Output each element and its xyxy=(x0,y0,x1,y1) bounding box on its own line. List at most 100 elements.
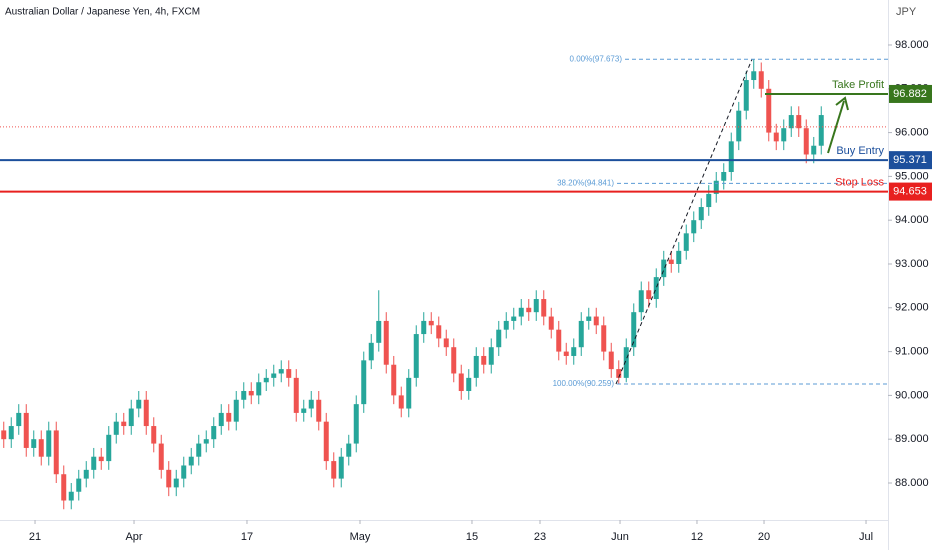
candle-body xyxy=(278,369,284,374)
y-tick-label: 93.000 xyxy=(895,258,929,270)
candle-body xyxy=(616,369,622,378)
candle-body xyxy=(196,443,202,457)
candle-body xyxy=(121,421,127,427)
fib-trend-line xyxy=(615,59,753,385)
candle-body xyxy=(353,404,359,444)
x-tick-label: Apr xyxy=(125,531,142,543)
candle-body xyxy=(8,426,14,440)
y-tick-label: 89.000 xyxy=(895,433,929,445)
y-tick-label: 90.000 xyxy=(895,389,929,401)
candle-body xyxy=(818,115,824,146)
candle-body xyxy=(488,347,494,365)
level-tag-label: 94.653 xyxy=(893,185,927,197)
candle-body xyxy=(413,334,419,378)
candle-body xyxy=(781,128,787,142)
candle-body xyxy=(721,172,727,181)
candle-body xyxy=(473,355,479,378)
candle-body xyxy=(203,439,209,444)
candle-body xyxy=(316,399,322,422)
level-tag-label: 96.882 xyxy=(893,88,927,100)
candle-body xyxy=(248,391,254,396)
candle-body xyxy=(383,320,389,365)
candle-body xyxy=(218,412,224,427)
candle-body xyxy=(578,320,584,348)
y-tick-label: 95.000 xyxy=(895,170,929,182)
candle-body xyxy=(623,347,629,378)
y-tick-label: 92.000 xyxy=(895,302,929,314)
candle-body xyxy=(46,430,52,457)
level-tag xyxy=(889,182,932,201)
y-tick-label: 98.000 xyxy=(895,39,929,51)
candle-body xyxy=(691,220,697,234)
y-tick-label: 88.000 xyxy=(895,477,929,489)
candle-body xyxy=(788,115,794,129)
candle-body xyxy=(391,364,397,396)
level-tag-label: 95.371 xyxy=(893,154,927,166)
candle-body xyxy=(706,193,712,208)
level-label: Stop Loss xyxy=(835,176,884,188)
candle-body xyxy=(511,316,517,321)
candle-body xyxy=(113,421,119,435)
candle-body xyxy=(758,71,764,89)
x-tick-label: 23 xyxy=(534,531,546,543)
candle-body xyxy=(526,307,532,313)
y-tick-label: 96.000 xyxy=(895,126,929,138)
candle-body xyxy=(136,399,142,409)
candle-body xyxy=(241,391,247,400)
candle-body xyxy=(166,469,172,488)
candle-body xyxy=(751,71,757,81)
candle-body xyxy=(68,491,74,501)
candle-body xyxy=(16,412,22,427)
candle-body xyxy=(556,329,562,352)
candle-body xyxy=(338,456,344,479)
candle-body xyxy=(61,474,67,501)
candle-body xyxy=(743,80,749,111)
candle-body xyxy=(106,434,112,462)
x-tick-label: Jun xyxy=(611,531,629,543)
candle-body xyxy=(541,299,547,317)
candle-body xyxy=(151,426,157,444)
level-tag xyxy=(889,151,932,170)
candle-body xyxy=(668,259,674,264)
candle-body xyxy=(368,342,374,361)
level-tag xyxy=(889,84,932,103)
candle-body xyxy=(803,128,809,155)
candle-body xyxy=(728,141,734,173)
candle-body xyxy=(518,307,524,317)
candle-body xyxy=(436,325,442,339)
candle-body xyxy=(503,320,509,330)
candle-body xyxy=(443,338,449,348)
level-label: Buy Entry xyxy=(836,145,884,157)
candle-body xyxy=(548,316,554,330)
level-label: Take Profit xyxy=(832,79,884,91)
candle-body xyxy=(496,329,502,348)
x-tick-label: 21 xyxy=(29,531,41,543)
candle-body xyxy=(346,443,352,457)
candle-body xyxy=(263,377,269,383)
candle-body xyxy=(83,469,89,479)
candle-body xyxy=(638,290,644,313)
candle-body xyxy=(406,377,412,409)
candle-body xyxy=(76,478,82,492)
candle-body xyxy=(811,145,817,155)
candle-body xyxy=(361,360,367,405)
candle-body xyxy=(481,355,487,365)
candle-body xyxy=(421,320,427,335)
candle-body xyxy=(736,110,742,142)
candle-body xyxy=(428,320,434,326)
fib-label: 0.00%(97.673) xyxy=(570,54,623,63)
candle-body xyxy=(593,316,599,326)
candle-body xyxy=(451,347,457,374)
x-tick-label: Jul xyxy=(859,531,873,543)
candle-body xyxy=(533,299,539,313)
candle-body xyxy=(773,132,779,142)
candle-body xyxy=(53,430,59,475)
candle-body xyxy=(286,369,292,378)
arrow-head xyxy=(835,96,849,111)
candle-body xyxy=(23,412,29,448)
chart-title: Australian Dollar / Japanese Yen, 4h, FX… xyxy=(5,7,200,18)
candle-body xyxy=(661,259,667,278)
candle-body xyxy=(173,478,179,488)
